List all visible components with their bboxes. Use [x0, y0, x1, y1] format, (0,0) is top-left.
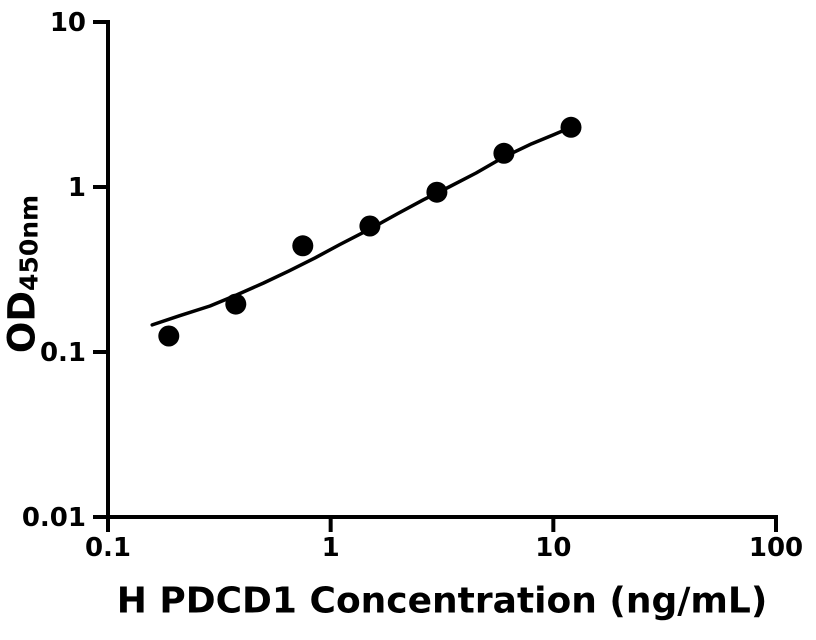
y-axis-title-main: OD [0, 290, 44, 354]
y-axis-title-subscript: 450nm [14, 194, 44, 291]
y-tick-label: 0.1 [40, 338, 86, 368]
y-tick-label: 0.01 [22, 503, 86, 533]
x-tick-label: 100 [749, 533, 803, 563]
x-axis-title: H PDCD1 Concentration (ng/mL) [116, 580, 768, 622]
data-point [292, 235, 314, 257]
data-point [158, 325, 180, 347]
x-tick-label: 0.1 [85, 533, 131, 563]
data-point [493, 142, 515, 164]
data-point [359, 215, 381, 237]
x-tick-label: 1 [322, 533, 340, 563]
y-tick-label: 1 [68, 173, 86, 203]
y-tick-label: 10 [50, 8, 86, 38]
data-point [225, 293, 247, 315]
y-axis-title: OD450nm [1, 195, 44, 353]
data-point [560, 116, 582, 138]
x-tick-label: 10 [535, 533, 571, 563]
data-point [426, 181, 448, 203]
